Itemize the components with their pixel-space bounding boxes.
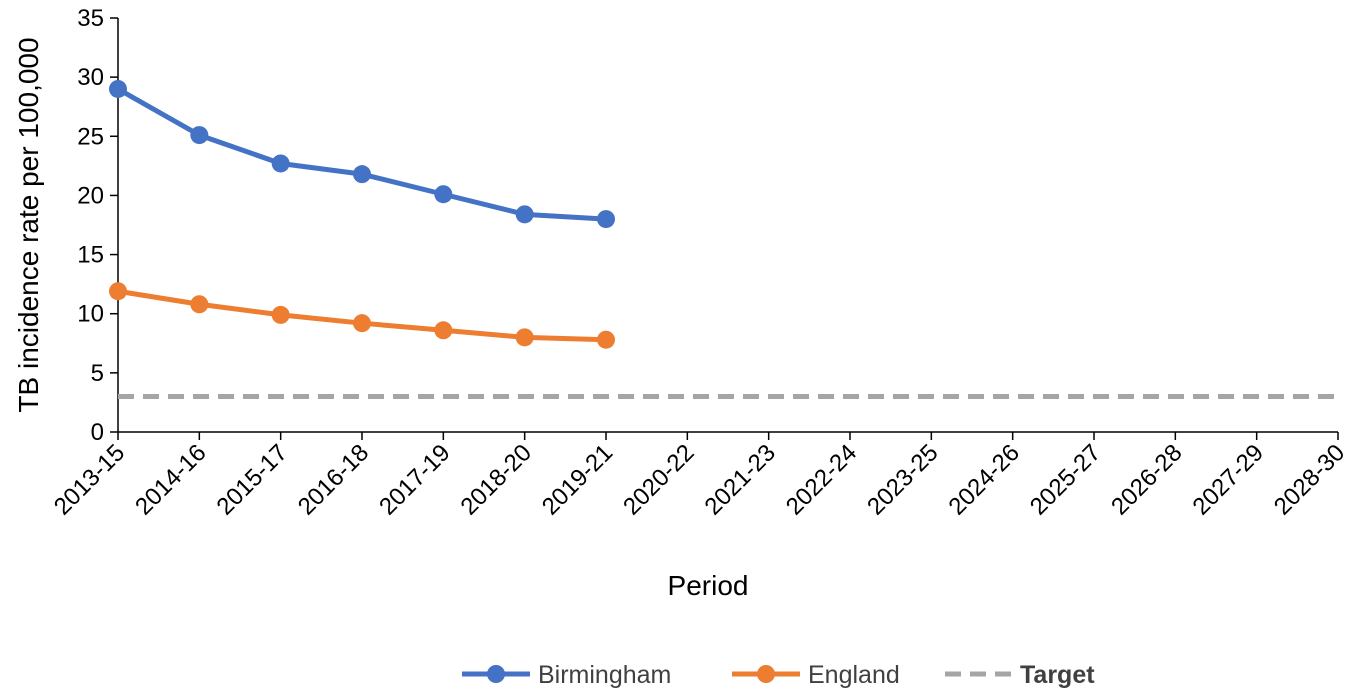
x-tick-label: 2015-17 — [212, 439, 293, 520]
axes: 0 5 10 15 20 25 30 35 2013-15 2014-16 2015-17 2016-… — [49, 5, 1350, 521]
x-tick-label: 2021-23 — [700, 439, 781, 520]
y-tick-label: 25 — [77, 123, 104, 150]
data-point-birmingham — [109, 79, 127, 98]
data-point-birmingham — [434, 185, 453, 204]
x-tick-label: 2019-21 — [537, 439, 618, 520]
legend: Birmingham England Target — [462, 661, 1095, 689]
legend-marker-birmingham — [487, 665, 505, 683]
x-tick-label: 2013-15 — [49, 439, 130, 520]
series-line-birmingham — [116, 86, 607, 222]
x-tick-label: 2026-28 — [1106, 439, 1187, 520]
x-tick-label: 2018-20 — [456, 439, 537, 520]
data-point-england — [190, 295, 209, 314]
data-point-england — [434, 321, 453, 340]
x-tick-label: 2027-29 — [1188, 439, 1269, 520]
y-tick-label: 5 — [91, 360, 104, 387]
y-tick-label: 15 — [77, 242, 104, 269]
y-tick-label: 10 — [77, 301, 104, 328]
data-point-birmingham — [271, 154, 290, 173]
x-tick-label: 2017-19 — [374, 439, 455, 520]
x-tick-label: 2025-27 — [1025, 439, 1106, 520]
x-tick-label: 2014-16 — [130, 439, 211, 520]
legend-marker-england — [757, 665, 775, 683]
data-point-birmingham — [515, 205, 534, 224]
data-point-birmingham — [190, 126, 209, 145]
y-tick-label: 30 — [77, 64, 104, 91]
y-tick-label: 0 — [91, 419, 104, 446]
y-tick-label: 20 — [77, 182, 104, 209]
x-axis-title: Period — [668, 570, 749, 601]
data-point-england — [271, 305, 290, 324]
y-tick-label: 35 — [77, 5, 104, 32]
x-tick-label: 2022-24 — [781, 439, 862, 520]
series-layer — [109, 79, 1338, 400]
data-point-england — [353, 314, 371, 333]
legend-label-target: Target — [1020, 661, 1095, 689]
legend-label-birmingham: Birmingham — [538, 661, 671, 689]
data-point-birmingham — [353, 165, 371, 184]
x-tick-label: 2023-25 — [862, 439, 943, 520]
data-point-england — [597, 330, 615, 349]
data-point-england — [109, 282, 127, 301]
x-tick-label: 2024-26 — [944, 439, 1025, 520]
x-tick-label: 2016-18 — [293, 439, 374, 520]
legend-label-england: England — [808, 661, 900, 689]
data-point-birmingham — [597, 210, 615, 229]
x-tick-label: 2020-22 — [618, 439, 699, 520]
y-axis-title: TB incidence rate per 100,000 — [13, 37, 44, 412]
data-point-england — [515, 328, 534, 347]
x-tick-label: 2028-30 — [1269, 439, 1350, 520]
